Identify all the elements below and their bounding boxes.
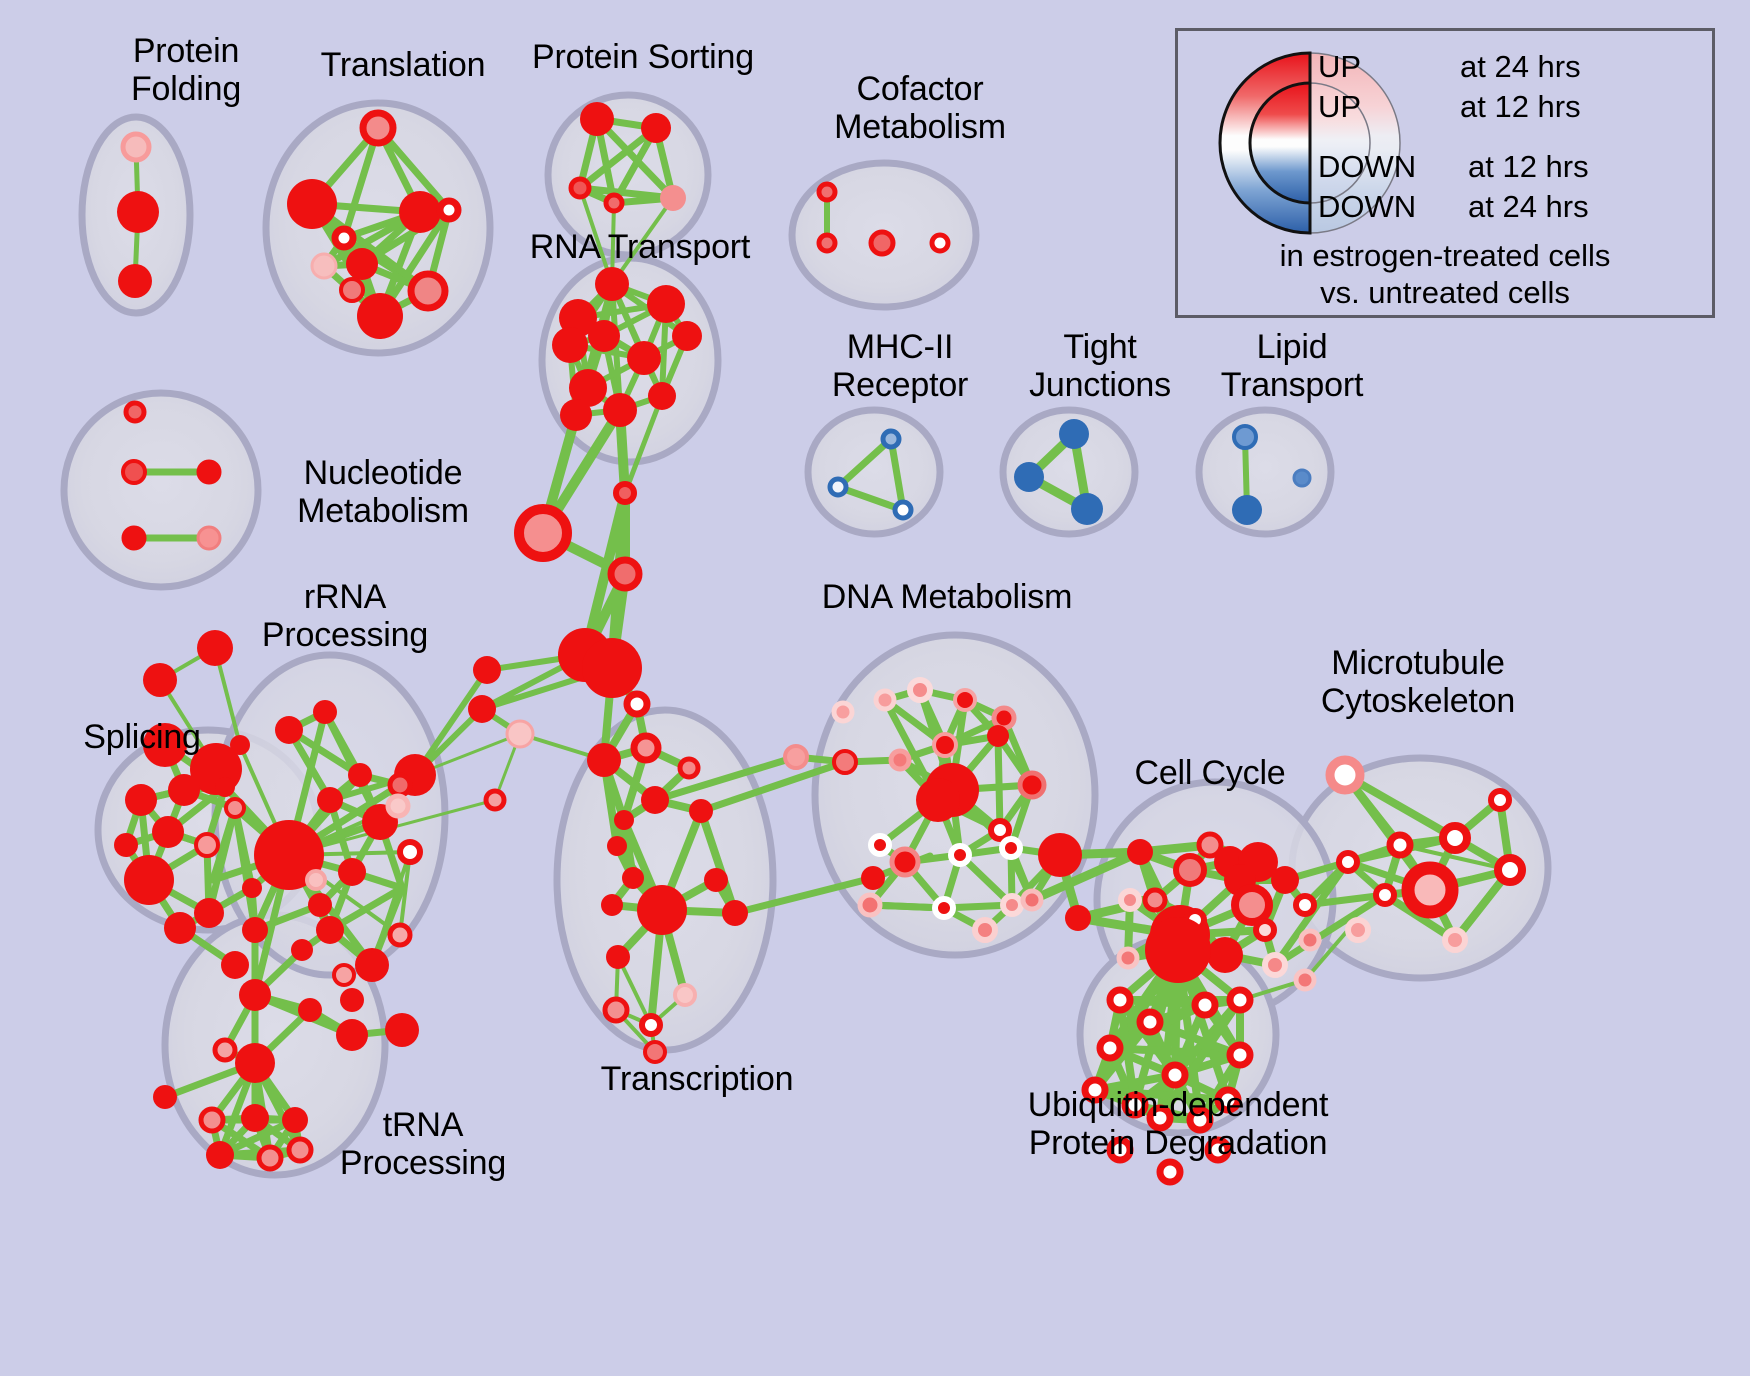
legend-time-down-12: at 12 hrs — [1468, 149, 1589, 184]
legend-dir-up-24: UP — [1318, 49, 1362, 84]
halo-mhc-ii-receptor — [804, 406, 944, 538]
halo-tight-junctions — [999, 406, 1139, 538]
legend-dir-down-12: DOWN — [1318, 149, 1417, 184]
legend-time-up-24: at 24 hrs — [1460, 49, 1581, 84]
legend-box: UP at 24 hrs UP at 12 hrs DOWN at 12 hrs… — [1175, 28, 1715, 318]
legend-dir-up-12: UP — [1318, 89, 1362, 124]
network-nodes — [114, 102, 1526, 1186]
legend-footer-line1: in estrogen-treated cells — [1279, 238, 1611, 273]
halo-nucleotide-metabolism — [60, 389, 262, 591]
legend-colorwheel-icon — [1218, 51, 1401, 235]
legend-footer: in estrogen-treated cells vs. untreated … — [1178, 237, 1712, 311]
halo-lipid-transport — [1195, 406, 1335, 538]
legend-time-up-12: at 12 hrs — [1460, 89, 1581, 124]
legend-time-down-24: at 24 hrs — [1468, 189, 1589, 224]
legend-dir-down-24: DOWN — [1318, 189, 1417, 224]
legend-footer-line2: vs. untreated cells — [1320, 275, 1570, 311]
